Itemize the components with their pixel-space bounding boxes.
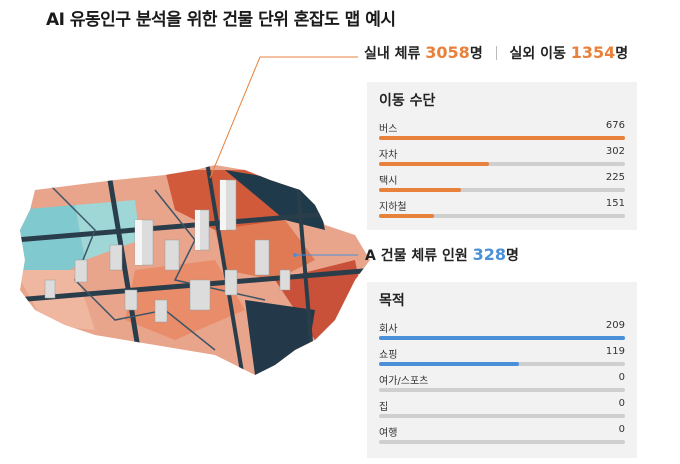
purpose-label: 집 <box>379 402 389 413</box>
population-summary: 실내 체류 3058명 실외 이동 1354명 <box>364 43 628 63</box>
transport-value: 225 <box>605 172 625 183</box>
purpose-row: 쇼핑 119 <box>379 346 625 372</box>
transport-value: 302 <box>605 146 625 157</box>
building-unit: 명 <box>506 248 519 264</box>
purpose-bar-track <box>379 414 625 418</box>
transport-panel: 이동 수단 버스 676 자차 302 택시 225 지하철 151 <box>367 82 637 230</box>
outdoor-value: 1354 <box>570 43 616 62</box>
purpose-bar-track <box>379 388 625 392</box>
building-label: A 건물 체류 인원 <box>365 248 468 264</box>
congestion-map[interactable] <box>15 150 375 390</box>
purpose-bar-track <box>379 362 625 366</box>
purpose-value: 209 <box>605 320 625 331</box>
purpose-bar-track <box>379 440 625 444</box>
purpose-label: 회사 <box>379 324 398 335</box>
transport-bar-fill <box>379 214 434 218</box>
indoor-value: 3058 <box>425 43 470 62</box>
stats-divider <box>495 46 497 60</box>
transport-bar-fill <box>379 188 461 192</box>
purpose-bar-fill <box>379 362 520 366</box>
transport-label: 택시 <box>379 176 398 187</box>
transport-value: 151 <box>605 198 625 209</box>
purpose-label: 쇼핑 <box>379 350 398 361</box>
purpose-value: 0 <box>618 398 625 409</box>
purpose-row: 여가/스포츠 0 <box>379 372 625 398</box>
purpose-label: 여가/스포츠 <box>379 376 429 387</box>
purpose-row: 집 0 <box>379 398 625 424</box>
purpose-row: 여행 0 <box>379 424 625 450</box>
transport-row: 자차 302 <box>379 146 625 172</box>
page-title: AI 유동인구 분석을 위한 건물 단위 혼잡도 맵 예시 <box>46 10 396 30</box>
building-occupancy: A 건물 체류 인원 328명 <box>365 245 519 265</box>
indoor-label: 실내 체류 <box>364 46 421 62</box>
transport-label: 버스 <box>379 124 398 135</box>
transport-title: 이동 수단 <box>379 93 436 109</box>
indoor-unit: 명 <box>469 46 483 62</box>
transport-row: 버스 676 <box>379 120 625 146</box>
transport-bar-fill <box>379 162 489 166</box>
purpose-panel: 목적 회사 209 쇼핑 119 여가/스포츠 0 집 0 여행 0 <box>367 282 637 458</box>
purpose-title: 목적 <box>379 293 405 309</box>
purpose-value: 0 <box>618 372 625 383</box>
transport-bar-track <box>379 136 625 140</box>
purpose-value: 0 <box>618 424 625 435</box>
purpose-value: 119 <box>605 346 625 357</box>
transport-value: 676 <box>605 120 625 131</box>
purpose-bar-fill <box>379 336 625 340</box>
transport-bar-fill <box>379 136 625 140</box>
transport-label: 지하철 <box>379 202 407 213</box>
transport-label: 자차 <box>379 150 398 161</box>
purpose-bar-track <box>379 336 625 340</box>
transport-bar-track <box>379 162 625 166</box>
transport-row: 택시 225 <box>379 172 625 198</box>
building-value: 328 <box>472 245 507 264</box>
purpose-row: 회사 209 <box>379 320 625 346</box>
purpose-label: 여행 <box>379 428 398 439</box>
outdoor-unit: 명 <box>615 46 629 62</box>
outdoor-label: 실외 이동 <box>509 46 566 62</box>
transport-rows: 버스 676 자차 302 택시 225 지하철 151 <box>379 120 625 224</box>
transport-bar-track <box>379 214 625 218</box>
transport-bar-track <box>379 188 625 192</box>
transport-row: 지하철 151 <box>379 198 625 224</box>
